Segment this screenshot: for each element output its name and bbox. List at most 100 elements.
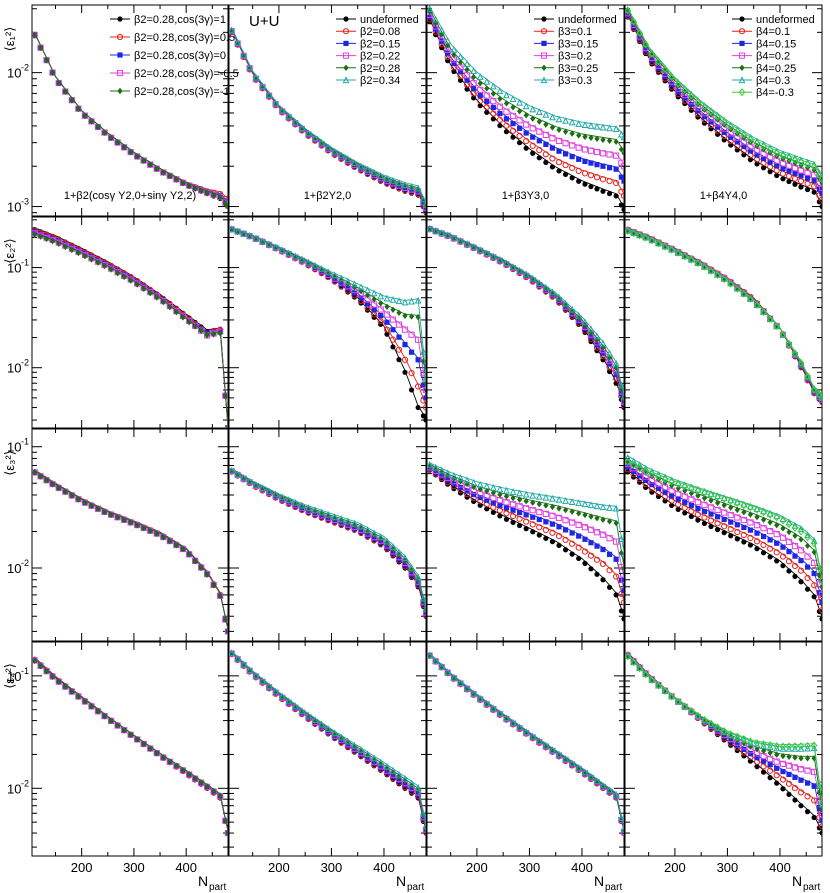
data-point bbox=[351, 519, 358, 527]
data-point bbox=[767, 767, 774, 774]
data-point bbox=[620, 550, 624, 558]
data-point bbox=[625, 227, 631, 234]
data-point bbox=[167, 758, 173, 765]
data-point bbox=[816, 572, 822, 579]
data-point bbox=[791, 349, 799, 358]
data-point bbox=[477, 495, 483, 501]
data-point bbox=[305, 711, 312, 719]
data-point bbox=[804, 372, 811, 380]
data-point bbox=[804, 741, 811, 750]
data-point bbox=[728, 504, 734, 511]
data-point bbox=[457, 58, 464, 66]
data-point bbox=[402, 183, 408, 190]
data-point bbox=[134, 153, 140, 160]
data-point bbox=[408, 563, 415, 571]
data-point bbox=[451, 51, 457, 58]
data-point bbox=[675, 485, 681, 492]
legend-marker bbox=[739, 40, 745, 46]
data-point bbox=[620, 163, 624, 170]
data-point bbox=[818, 577, 822, 586]
data-point bbox=[617, 130, 624, 138]
data-point bbox=[496, 87, 504, 95]
data-point bbox=[523, 121, 530, 128]
data-point bbox=[543, 535, 549, 541]
panel-r1-c0 bbox=[31, 216, 229, 429]
data-point bbox=[88, 502, 95, 510]
data-point bbox=[773, 549, 780, 556]
data-point bbox=[444, 668, 452, 676]
data-point bbox=[741, 152, 747, 158]
data-point bbox=[471, 85, 477, 91]
data-point bbox=[217, 592, 223, 599]
data-point bbox=[636, 231, 643, 240]
figure-title: U+U bbox=[249, 13, 279, 30]
data-point bbox=[509, 718, 517, 726]
panel-r2-c2 bbox=[426, 428, 625, 642]
data-point bbox=[390, 306, 396, 314]
data-point bbox=[432, 226, 440, 234]
y-tick-base: 10 bbox=[7, 200, 21, 215]
data-point bbox=[192, 323, 198, 330]
data-point bbox=[509, 263, 517, 270]
data-point bbox=[593, 148, 601, 156]
data-point bbox=[792, 797, 798, 803]
data-point bbox=[594, 571, 600, 577]
data-point bbox=[714, 113, 721, 122]
data-point bbox=[747, 527, 754, 533]
data-point bbox=[192, 185, 198, 192]
data-point bbox=[798, 803, 804, 809]
data-point bbox=[581, 500, 589, 508]
data-point bbox=[816, 779, 822, 788]
data-point bbox=[734, 536, 740, 542]
data-point bbox=[637, 35, 643, 42]
data-point bbox=[211, 787, 217, 795]
data-point bbox=[49, 69, 56, 76]
data-point bbox=[395, 297, 403, 305]
data-point bbox=[643, 477, 649, 484]
data-point bbox=[582, 511, 588, 519]
data-point bbox=[606, 177, 613, 185]
data-point bbox=[695, 505, 701, 512]
data-point bbox=[522, 728, 530, 735]
data-point bbox=[695, 492, 701, 499]
data-point bbox=[259, 677, 266, 684]
data-point bbox=[620, 576, 624, 583]
data-point bbox=[613, 166, 619, 172]
data-point bbox=[324, 143, 332, 151]
data-point bbox=[471, 73, 477, 81]
data-point bbox=[780, 165, 786, 172]
data-point bbox=[714, 492, 721, 501]
data-point bbox=[285, 697, 293, 705]
y-tick-base: 10 bbox=[7, 781, 21, 796]
data-point bbox=[503, 510, 510, 517]
data-point bbox=[198, 779, 204, 786]
data-point bbox=[167, 172, 173, 180]
data-point bbox=[337, 733, 345, 741]
x-tick-label: 300 bbox=[519, 860, 541, 875]
legend-label: β3=0.25 bbox=[558, 63, 598, 75]
data-point bbox=[785, 558, 793, 565]
data-point bbox=[173, 176, 179, 183]
data-point bbox=[211, 331, 217, 338]
data-point bbox=[617, 535, 624, 543]
data-point bbox=[720, 494, 728, 503]
legend-label: β2=0.22 bbox=[360, 51, 400, 63]
legend-label: β2=0.15 bbox=[360, 38, 400, 50]
data-point bbox=[785, 153, 793, 162]
data-point bbox=[503, 714, 510, 722]
data-point bbox=[490, 90, 496, 97]
data-point bbox=[766, 145, 774, 154]
data-point bbox=[121, 516, 127, 524]
data-point bbox=[285, 112, 293, 120]
series-group bbox=[32, 226, 228, 428]
data-point bbox=[792, 532, 798, 539]
y-tick-exp: -2 bbox=[21, 778, 29, 788]
data-point bbox=[523, 526, 529, 532]
data-point bbox=[477, 86, 484, 94]
data-point bbox=[707, 490, 715, 499]
data-point bbox=[688, 255, 695, 264]
panel-frame bbox=[624, 641, 823, 857]
data-point bbox=[516, 496, 523, 503]
data-point bbox=[464, 66, 470, 73]
data-point bbox=[370, 168, 378, 176]
